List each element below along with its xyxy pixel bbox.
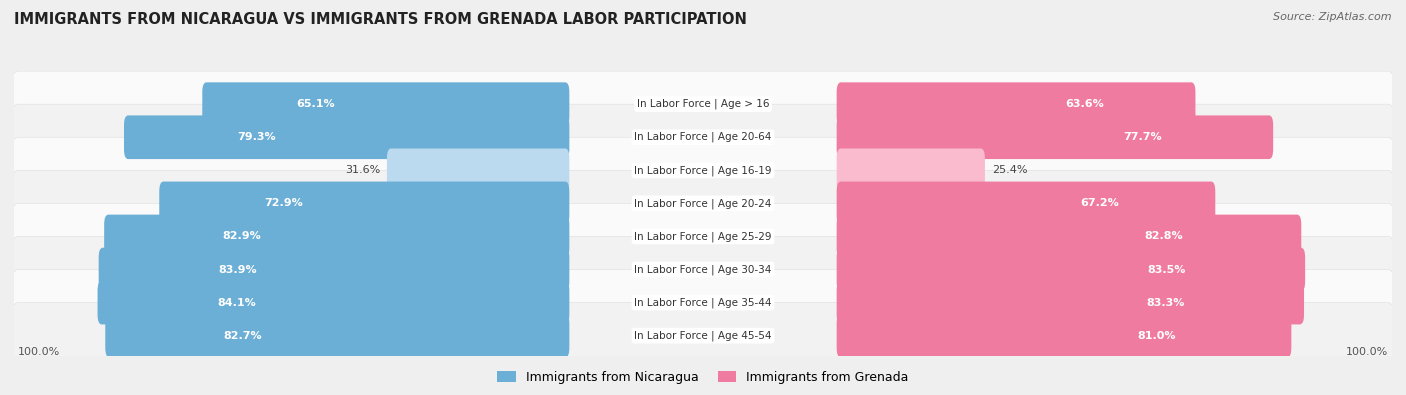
Text: 83.3%: 83.3% <box>1147 297 1185 308</box>
FancyBboxPatch shape <box>837 115 1274 159</box>
FancyBboxPatch shape <box>11 203 1395 269</box>
FancyBboxPatch shape <box>837 314 1291 357</box>
Text: 100.0%: 100.0% <box>1346 346 1388 357</box>
Text: 77.7%: 77.7% <box>1123 132 1161 142</box>
FancyBboxPatch shape <box>11 137 1395 203</box>
FancyBboxPatch shape <box>11 104 1395 170</box>
Text: In Labor Force | Age 30-34: In Labor Force | Age 30-34 <box>634 264 772 275</box>
FancyBboxPatch shape <box>11 269 1395 336</box>
Text: 79.3%: 79.3% <box>238 132 276 142</box>
Text: 31.6%: 31.6% <box>344 166 380 175</box>
Text: 65.1%: 65.1% <box>297 99 335 109</box>
FancyBboxPatch shape <box>837 281 1303 324</box>
FancyBboxPatch shape <box>11 71 1395 137</box>
FancyBboxPatch shape <box>104 214 569 258</box>
Text: 82.7%: 82.7% <box>224 331 262 340</box>
FancyBboxPatch shape <box>105 314 569 357</box>
Text: In Labor Force | Age 45-54: In Labor Force | Age 45-54 <box>634 330 772 341</box>
Text: 63.6%: 63.6% <box>1064 99 1104 109</box>
Text: Source: ZipAtlas.com: Source: ZipAtlas.com <box>1274 12 1392 22</box>
Text: 83.9%: 83.9% <box>218 265 257 275</box>
Text: 83.5%: 83.5% <box>1147 265 1185 275</box>
FancyBboxPatch shape <box>98 248 569 292</box>
FancyBboxPatch shape <box>11 237 1395 303</box>
FancyBboxPatch shape <box>11 170 1395 237</box>
FancyBboxPatch shape <box>159 182 569 225</box>
Text: In Labor Force | Age 20-24: In Labor Force | Age 20-24 <box>634 198 772 209</box>
FancyBboxPatch shape <box>387 149 569 192</box>
FancyBboxPatch shape <box>97 281 569 324</box>
FancyBboxPatch shape <box>837 149 986 192</box>
FancyBboxPatch shape <box>837 82 1195 126</box>
Text: IMMIGRANTS FROM NICARAGUA VS IMMIGRANTS FROM GRENADA LABOR PARTICIPATION: IMMIGRANTS FROM NICARAGUA VS IMMIGRANTS … <box>14 12 747 27</box>
FancyBboxPatch shape <box>124 115 569 159</box>
FancyBboxPatch shape <box>11 303 1395 369</box>
Text: In Labor Force | Age 35-44: In Labor Force | Age 35-44 <box>634 297 772 308</box>
FancyBboxPatch shape <box>837 182 1215 225</box>
Text: 82.8%: 82.8% <box>1144 231 1182 241</box>
Text: 25.4%: 25.4% <box>991 166 1028 175</box>
Text: In Labor Force | Age > 16: In Labor Force | Age > 16 <box>637 99 769 109</box>
Legend: Immigrants from Nicaragua, Immigrants from Grenada: Immigrants from Nicaragua, Immigrants fr… <box>492 366 914 389</box>
FancyBboxPatch shape <box>202 82 569 126</box>
Text: 84.1%: 84.1% <box>218 297 256 308</box>
Text: 72.9%: 72.9% <box>264 198 302 209</box>
Text: In Labor Force | Age 20-64: In Labor Force | Age 20-64 <box>634 132 772 143</box>
Text: 82.9%: 82.9% <box>222 231 262 241</box>
Text: In Labor Force | Age 16-19: In Labor Force | Age 16-19 <box>634 165 772 175</box>
Text: 81.0%: 81.0% <box>1137 331 1175 340</box>
Text: 100.0%: 100.0% <box>18 346 60 357</box>
Text: 67.2%: 67.2% <box>1080 198 1119 209</box>
FancyBboxPatch shape <box>837 214 1302 258</box>
FancyBboxPatch shape <box>837 248 1305 292</box>
Text: In Labor Force | Age 25-29: In Labor Force | Age 25-29 <box>634 231 772 242</box>
